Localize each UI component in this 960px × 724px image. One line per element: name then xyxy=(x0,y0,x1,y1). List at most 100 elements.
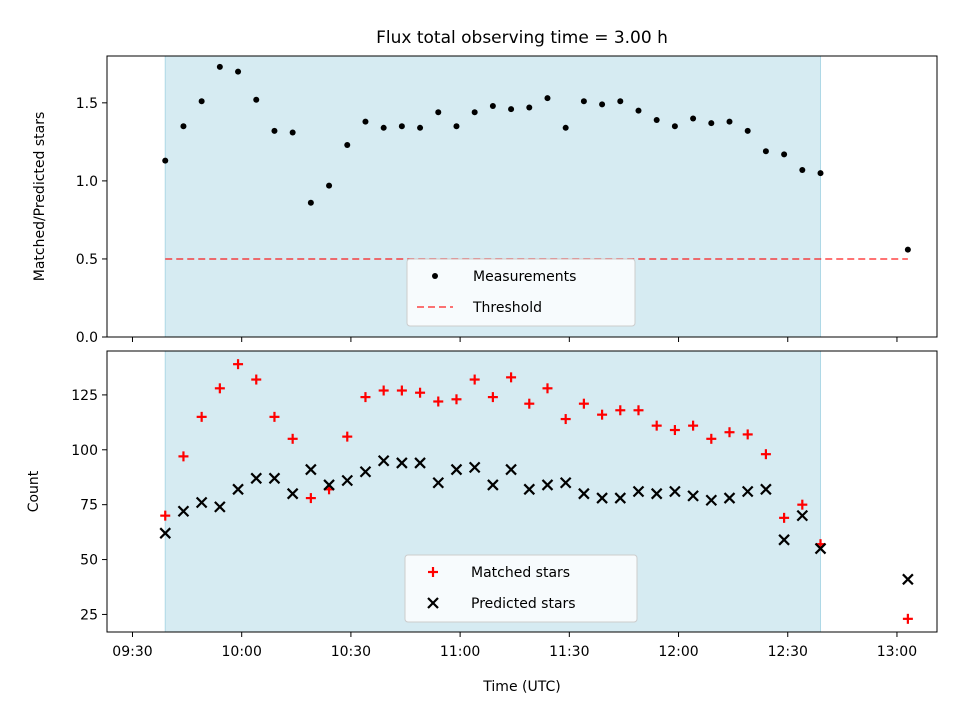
predicted-stars-point xyxy=(159,527,172,539)
measurements-point xyxy=(708,120,715,127)
y-tick-label: 125 xyxy=(71,388,98,404)
predicted-stars-point xyxy=(487,479,499,491)
measurements-point xyxy=(617,98,624,105)
top-y-axis-label: Matched/Predicted stars xyxy=(32,112,48,282)
bottom-x-ticks: 09:30 10:00 10:30 11:00 11:30 12:00 12:30 13:00 xyxy=(112,632,917,660)
legend-label: Matched stars xyxy=(471,565,570,581)
predicted-stars-point xyxy=(432,476,445,489)
measurements-point xyxy=(289,129,296,136)
y-tick-label: 100 xyxy=(71,443,98,459)
measurements-point xyxy=(544,95,551,102)
matched-stars-point xyxy=(396,385,407,396)
matched-stars-point xyxy=(760,449,771,460)
measurements-point xyxy=(344,141,351,148)
matched-stars-point xyxy=(779,512,790,523)
x-tick-label: 09:30 xyxy=(112,644,152,660)
matched-stars-point xyxy=(196,411,207,422)
matched-stars-point xyxy=(651,420,662,431)
predicted-stars-point xyxy=(796,509,809,522)
predicted-stars-point xyxy=(578,487,590,500)
measurements-point xyxy=(198,98,205,105)
measurements-point xyxy=(453,123,460,130)
measurements-point xyxy=(435,109,442,116)
measurements-point xyxy=(235,68,242,75)
matched-stars-point xyxy=(305,493,316,504)
predicted-stars-point xyxy=(505,463,517,476)
predicted-stars-point xyxy=(523,483,536,496)
measurements-point xyxy=(762,148,769,155)
top-panel: 0.0 0.5 1.0 1.5 Matched/Predicted stars Mea… xyxy=(32,55,938,346)
matched-stars-point xyxy=(724,427,735,438)
legend-label: Threshold xyxy=(472,300,542,316)
top-legend: Measurements Threshold xyxy=(406,258,636,327)
measurements-point xyxy=(180,123,187,130)
matched-stars-point xyxy=(615,405,626,416)
measurements-point xyxy=(380,124,387,131)
predicted-stars-point xyxy=(559,476,572,489)
measurements-point xyxy=(653,117,660,124)
measurements-point xyxy=(781,151,788,158)
y-tick-label: 1.5 xyxy=(76,96,98,112)
predicted-stars-point xyxy=(814,542,827,555)
matched-stars-point xyxy=(451,394,462,405)
predicted-stars-point xyxy=(778,534,790,546)
measurements-point xyxy=(671,123,678,130)
matched-stars-point xyxy=(178,451,189,462)
predicted-stars-point xyxy=(596,492,608,504)
matched-stars-point xyxy=(433,396,444,407)
predicted-stars-point xyxy=(450,463,463,476)
predicted-stars-point xyxy=(669,485,681,498)
matched-stars-point xyxy=(360,392,371,403)
measurements-point xyxy=(489,102,496,109)
predicted-stars-point xyxy=(250,472,263,485)
matched-stars-point xyxy=(233,359,244,370)
matched-stars-point xyxy=(160,510,171,521)
legend-box xyxy=(406,258,636,327)
legend-label: Predicted stars xyxy=(471,596,576,612)
predicted-stars-point xyxy=(214,501,226,513)
matched-stars-point xyxy=(269,411,280,422)
measurements-point xyxy=(398,123,405,130)
x-tick-label: 12:00 xyxy=(658,644,698,660)
predicted-stars-point xyxy=(232,483,244,496)
matched-stars-point xyxy=(524,398,535,409)
top-panel-marks xyxy=(162,63,911,260)
measurements-point xyxy=(799,166,806,173)
x-tick-label: 10:00 xyxy=(222,644,262,660)
predicted-stars-point xyxy=(195,496,208,509)
matched-stars-point xyxy=(560,414,571,425)
legend-marker-predicted xyxy=(427,597,439,609)
predicted-stars-point xyxy=(632,485,645,498)
matched-stars-point xyxy=(542,383,553,394)
measurements-point xyxy=(162,157,169,164)
top-y-ticks: 0.0 0.5 1.0 1.5 xyxy=(76,96,107,346)
y-tick-label: 0.0 xyxy=(76,330,98,346)
predicted-stars-point xyxy=(705,494,718,507)
matched-stars-point xyxy=(797,499,808,510)
measurements-point xyxy=(307,199,314,206)
measurements-point xyxy=(562,124,569,131)
matched-stars-point xyxy=(597,409,608,420)
predicted-stars-point xyxy=(541,479,554,491)
measurements-point xyxy=(726,118,733,125)
measurements-point xyxy=(744,127,751,134)
legend-label: Measurements xyxy=(473,269,576,285)
predicted-stars-point xyxy=(468,461,481,474)
bottom-panel-marks xyxy=(159,359,914,624)
bottom-y-ticks: 25 50 75 100 125 xyxy=(71,388,107,623)
measurements-point xyxy=(253,96,260,103)
matched-stars-point xyxy=(415,387,426,398)
y-tick-label: 0.5 xyxy=(76,252,98,268)
y-tick-label: 75 xyxy=(80,498,98,514)
top-axes-frame xyxy=(106,55,938,338)
matched-stars-point xyxy=(506,372,517,383)
measurements-point xyxy=(599,101,606,108)
measurements-point xyxy=(635,107,642,114)
x-tick-label: 11:00 xyxy=(440,644,480,660)
predicted-stars-point xyxy=(286,487,299,500)
measurements-point xyxy=(417,124,424,131)
top-x-ticks xyxy=(131,337,898,342)
predicted-stars-point xyxy=(650,487,663,500)
matched-stars-point xyxy=(742,429,753,440)
